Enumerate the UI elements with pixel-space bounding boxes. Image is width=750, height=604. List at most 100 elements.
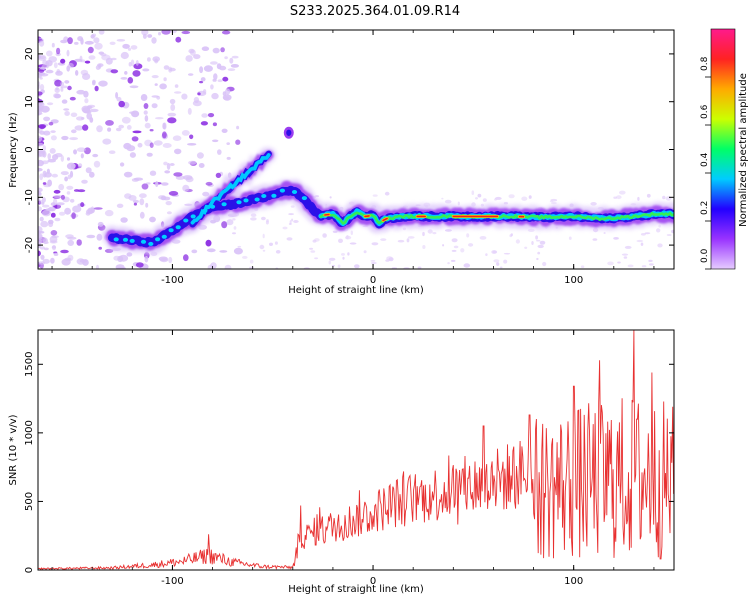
- noise-blob: [74, 189, 80, 192]
- noise-blob: [117, 39, 126, 42]
- noise-blob: [464, 263, 471, 267]
- spectrogram-ytick-label: -20: [24, 237, 35, 253]
- noise-blob: [250, 260, 254, 264]
- noise-blob: [117, 204, 124, 208]
- noise-blob: [131, 45, 138, 50]
- ridge-hot-core: [325, 215, 329, 216]
- noise-blob: [49, 122, 54, 126]
- noise-blob: [188, 73, 193, 76]
- snr-xtick-label: 100: [564, 576, 583, 587]
- noise-blob: [47, 102, 53, 105]
- noise-blob: [222, 77, 228, 82]
- spectrogram-ytick-label: 20: [24, 48, 35, 61]
- noise-blob: [199, 66, 203, 73]
- noise-blob: [483, 198, 487, 202]
- noise-blob: [622, 254, 628, 256]
- spectrogram-xtick-label: -100: [161, 275, 184, 286]
- noise-blob: [460, 248, 464, 252]
- noise-blob: [96, 125, 103, 132]
- noise-blob: [47, 153, 51, 160]
- noise-blob: [364, 250, 367, 253]
- noise-blob: [211, 93, 218, 99]
- noise-blob: [529, 195, 532, 199]
- noise-blob: [171, 28, 177, 33]
- noise-blob: [57, 69, 61, 74]
- noise-blob: [167, 211, 172, 214]
- noise-blob: [266, 221, 269, 225]
- noise-blob: [100, 53, 106, 56]
- noise-blob: [94, 161, 100, 168]
- noise-blob: [504, 253, 510, 255]
- noise-blob: [329, 261, 332, 265]
- noise-blob: [93, 37, 99, 43]
- noise-blob: [220, 47, 225, 52]
- colorbar-tick-label: 0.8: [700, 56, 710, 71]
- noise-blob: [42, 65, 46, 69]
- noise-blob: [442, 244, 444, 246]
- noise-blob: [122, 44, 130, 49]
- noise-blob: [66, 186, 73, 190]
- noise-blob: [329, 258, 335, 261]
- noise-blob: [536, 258, 538, 260]
- noise-blob: [293, 220, 299, 223]
- noise-blob: [40, 246, 45, 249]
- noise-blob: [35, 91, 43, 95]
- colorbar-tick-label: 0.0: [700, 248, 710, 263]
- noise-blob: [219, 250, 227, 253]
- noise-blob: [624, 256, 628, 259]
- noise-blob: [63, 108, 69, 111]
- noise-blob: [466, 233, 469, 237]
- noise-blob: [124, 71, 127, 75]
- noise-blob: [138, 143, 143, 148]
- colorbar-tick-label: 0.6: [700, 104, 710, 119]
- ridge-peak-dot: [130, 239, 135, 243]
- noise-blob: [232, 232, 236, 234]
- noise-blob: [202, 46, 209, 51]
- noise-blob: [70, 199, 74, 203]
- noise-blob: [478, 194, 482, 198]
- ridge-peak-dot: [148, 242, 153, 246]
- noise-blob: [85, 61, 90, 64]
- noise-blob: [657, 243, 662, 247]
- noise-blob: [145, 123, 151, 129]
- noise-blob: [86, 167, 92, 173]
- colorbar: 0.00.20.40.60.8 Normalized spectral ampl…: [700, 29, 749, 269]
- noise-blob: [509, 194, 515, 198]
- noise-blob: [82, 124, 88, 130]
- noise-blob: [221, 221, 227, 228]
- noise-blob: [42, 160, 49, 164]
- noise-blob: [144, 103, 149, 109]
- noise-blob: [51, 213, 56, 218]
- noise-blob: [407, 238, 410, 242]
- noise-blob: [168, 113, 177, 117]
- noise-blob: [263, 234, 265, 239]
- noise-blob: [51, 230, 58, 236]
- noise-blob: [150, 129, 154, 131]
- noise-blob: [73, 150, 76, 154]
- noise-blob: [39, 200, 43, 204]
- noise-blob: [60, 59, 65, 64]
- noise-blob: [163, 123, 167, 130]
- noise-blob: [287, 237, 293, 240]
- noise-blob: [236, 126, 239, 130]
- noise-blob: [485, 253, 487, 256]
- noise-blob: [67, 157, 70, 160]
- noise-blob: [81, 180, 88, 184]
- noise-blob: [445, 229, 452, 232]
- noise-blob: [64, 177, 68, 182]
- ridge-peak-dot: [243, 198, 248, 202]
- noise-blob: [47, 169, 50, 174]
- snr-xtick-label: -100: [161, 576, 184, 587]
- noise-blob: [199, 163, 205, 168]
- noise-blob: [54, 218, 60, 222]
- noise-blob: [167, 117, 176, 123]
- noise-blob: [39, 125, 45, 129]
- noise-blob: [569, 237, 572, 240]
- noise-blob: [68, 63, 74, 68]
- noise-blob: [71, 113, 78, 118]
- noise-blob: [371, 260, 376, 262]
- noise-blob: [537, 252, 540, 255]
- noise-blob: [139, 193, 147, 198]
- noise-blob: [188, 108, 192, 115]
